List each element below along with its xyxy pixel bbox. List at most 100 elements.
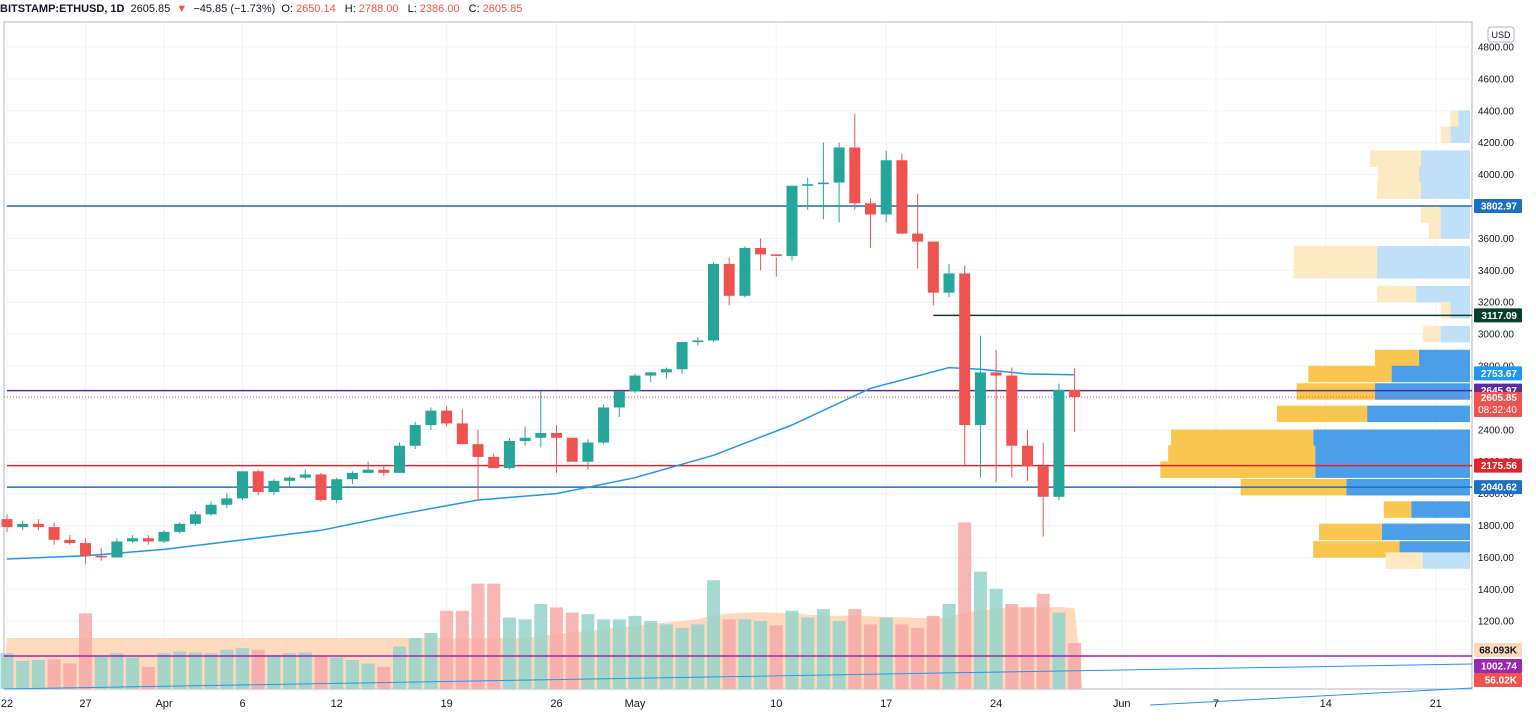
candle-body[interactable] [299, 474, 311, 478]
candle-body[interactable] [441, 410, 453, 424]
candle-body[interactable] [912, 233, 924, 242]
candle-body[interactable] [880, 160, 892, 215]
candle-body[interactable] [770, 254, 782, 256]
candle-body[interactable] [221, 498, 233, 505]
symbol-label[interactable]: BITSTAMP:ETHUSD, 1D [0, 3, 125, 15]
candle-body[interactable] [1, 519, 13, 528]
candle-body[interactable] [346, 472, 358, 480]
candle-body[interactable] [394, 445, 405, 473]
horizontal-levels[interactable] [4, 205, 1472, 488]
candle-body[interactable] [1006, 375, 1018, 446]
candle-body[interactable] [566, 437, 578, 462]
candle-body[interactable] [708, 263, 719, 341]
candle-body[interactable] [315, 474, 327, 500]
candle-body[interactable] [959, 273, 971, 426]
candle-body[interactable] [17, 523, 29, 528]
candle-body[interactable] [786, 185, 798, 256]
candle-body[interactable] [174, 523, 186, 532]
candle-body[interactable] [802, 184, 814, 186]
candle-body[interactable] [142, 538, 154, 542]
candle-body[interactable] [896, 160, 908, 234]
candle-body[interactable] [80, 543, 91, 556]
candle-body[interactable] [1069, 389, 1081, 397]
volume-bar [16, 660, 30, 689]
candle-body[interactable] [284, 477, 296, 481]
candle-body[interactable] [660, 369, 672, 373]
candle-body[interactable] [252, 471, 264, 493]
candle-body[interactable] [409, 425, 421, 446]
candle-body[interactable] [613, 391, 625, 408]
volume-bar [440, 610, 454, 689]
volume-profile-up-bar [1276, 405, 1368, 423]
candle-body[interactable] [723, 263, 735, 296]
candle-body[interactable] [739, 247, 751, 296]
candle-body[interactable] [488, 456, 500, 469]
ohlc-open: O: 2650.14 [281, 3, 338, 15]
candle-body[interactable] [943, 273, 955, 293]
volume-profile-up-bar [1293, 262, 1377, 279]
time-axis-label: 24 [990, 698, 1002, 710]
candle-body[interactable] [1037, 466, 1049, 497]
level-price-tag-bg [1474, 458, 1522, 473]
candle-body[interactable] [629, 375, 641, 392]
candle-body[interactable] [551, 432, 562, 438]
candle-body[interactable] [378, 469, 390, 473]
candle-body[interactable] [425, 410, 437, 426]
candle-body[interactable] [158, 531, 170, 542]
candle-body[interactable] [849, 147, 861, 204]
candle-body[interactable] [676, 342, 688, 370]
candle-body[interactable] [503, 440, 515, 469]
candle-body[interactable] [1022, 445, 1033, 467]
volume-profile-up-bar [1374, 349, 1420, 367]
candle-body[interactable] [990, 372, 1002, 376]
candle-body[interactable] [189, 514, 201, 524]
candle-body[interactable] [205, 504, 217, 515]
candle-body[interactable] [32, 523, 44, 528]
volume-bar [393, 646, 406, 689]
candle-body[interactable] [472, 444, 484, 457]
volume-profile-down-bar [1367, 405, 1470, 423]
candle-body[interactable] [755, 247, 767, 255]
volume-profile-down-bar [1315, 445, 1470, 462]
candle-body[interactable] [645, 372, 657, 376]
level-price-tag: 3802.97 [1481, 202, 1518, 213]
candle-body[interactable] [95, 555, 107, 558]
candle-body[interactable] [456, 423, 468, 445]
candle-body[interactable] [535, 432, 547, 438]
candle-body[interactable] [237, 471, 248, 499]
grid-lines [4, 22, 1472, 689]
candle-body[interactable] [598, 407, 610, 443]
close-label: C: [468, 3, 480, 15]
volume-bar [408, 638, 422, 689]
time-axis-label: 26 [550, 698, 562, 710]
candle-body[interactable] [519, 437, 531, 441]
candle-body[interactable] [817, 182, 829, 185]
candle-body[interactable] [127, 538, 139, 542]
volume-profile-up-bar [1313, 541, 1400, 558]
volume-profile-up-bar [1440, 126, 1451, 143]
candle-body[interactable] [64, 539, 76, 544]
volume-bar [1021, 607, 1034, 689]
candle-body[interactable] [974, 372, 986, 426]
candle-body[interactable] [865, 203, 876, 215]
candle-body[interactable] [582, 442, 594, 462]
price-axis[interactable]: 4800.004600.004400.004200.004000.003800.… [1478, 43, 1515, 628]
candle-body[interactable] [1053, 389, 1065, 497]
candle-body[interactable] [48, 527, 60, 540]
candle-body[interactable] [268, 480, 280, 493]
candle-body[interactable] [111, 541, 123, 558]
currency-badge[interactable]: USD [1487, 26, 1515, 43]
candle-body[interactable] [331, 479, 343, 500]
candle-body[interactable] [692, 340, 704, 343]
candle-body[interactable] [833, 147, 845, 183]
time-axis[interactable]: 22 27 Apr 6 12 19 26 May 10 17 24 Jun 7 14 21 [1, 698, 1442, 710]
time-axis-label: 12 [331, 698, 343, 710]
volume-tag: 1002.74 [1481, 662, 1518, 673]
candle-body[interactable] [362, 469, 374, 473]
candlesticks[interactable] [1, 113, 1081, 564]
volume-profile-up-bar [1319, 523, 1382, 541]
price-change: −45.85 (−1.73%) [193, 3, 276, 15]
candle-body[interactable] [927, 241, 939, 293]
close-value: 2605.85 [482, 3, 523, 15]
